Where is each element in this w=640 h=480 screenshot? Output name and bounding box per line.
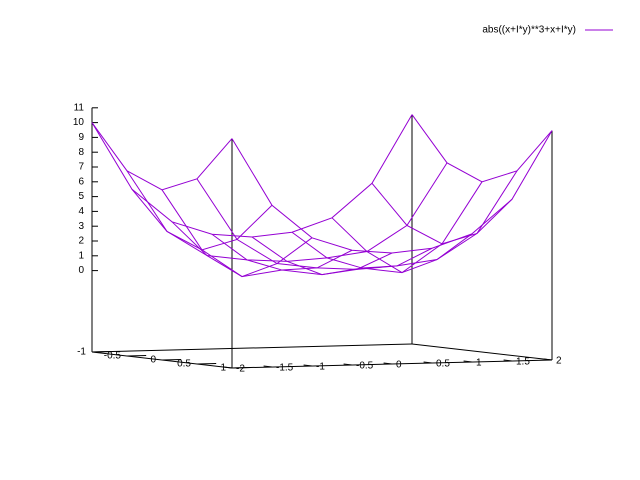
surface-line	[91, 122, 233, 191]
x-tick-label: -1	[77, 347, 86, 358]
surface-line	[251, 236, 393, 276]
y-tick-label: 2	[556, 356, 562, 367]
y-tick-label: -0.5	[356, 361, 374, 372]
surface-line	[371, 182, 513, 245]
surface-line	[211, 233, 353, 271]
surface-line	[171, 221, 313, 278]
z-tick-label: 8	[78, 147, 84, 158]
y-tick	[303, 364, 313, 367]
surface-line	[131, 188, 273, 251]
y-tick	[223, 366, 233, 369]
surface-line	[126, 162, 448, 262]
y-tick-label: -1	[316, 362, 325, 373]
z-tick-label: 7	[78, 162, 84, 173]
y-tick-label: 1	[476, 358, 482, 369]
x-tick-label: 0.5	[177, 359, 191, 370]
y-tick	[263, 365, 273, 368]
x-tick-label: 1	[220, 363, 226, 374]
z-tick-label: 11	[74, 102, 85, 113]
base-border	[91, 343, 413, 353]
z-tick-label: 9	[78, 132, 84, 143]
y-tick	[343, 363, 353, 366]
base-border	[411, 343, 553, 361]
z-tick-label: 0	[78, 265, 84, 276]
z-tick-label: 10	[73, 117, 85, 128]
y-tick-label: 1.5	[516, 357, 530, 368]
x-tick-label: -0.5	[104, 351, 122, 362]
z-tick-label: 3	[78, 221, 84, 232]
y-tick	[543, 358, 553, 361]
y-tick	[503, 359, 513, 362]
z-tick-label: 1	[78, 250, 84, 261]
surface-line	[331, 217, 473, 274]
y-tick-label: 0.5	[436, 359, 450, 370]
surface-line	[291, 231, 433, 269]
y-tick-label: 0	[396, 360, 402, 371]
y-tick-label: -1.5	[276, 363, 294, 374]
y-tick	[423, 361, 433, 364]
surface-line	[91, 114, 413, 238]
z-tick-label: 2	[78, 236, 84, 247]
y-tick-label: -2	[236, 364, 245, 375]
z-tick-label: 4	[78, 206, 84, 217]
legend-label: abs((x+I*y)**3+x+I*y)	[482, 25, 576, 36]
surface-line	[411, 114, 553, 183]
z-tick-label: 5	[78, 191, 84, 202]
z-tick-label: 6	[78, 176, 84, 187]
y-tick	[463, 360, 473, 363]
y-tick	[383, 362, 393, 365]
x-tick-label: 0	[150, 355, 156, 366]
surface-line	[196, 170, 518, 270]
surface-line	[161, 181, 483, 278]
